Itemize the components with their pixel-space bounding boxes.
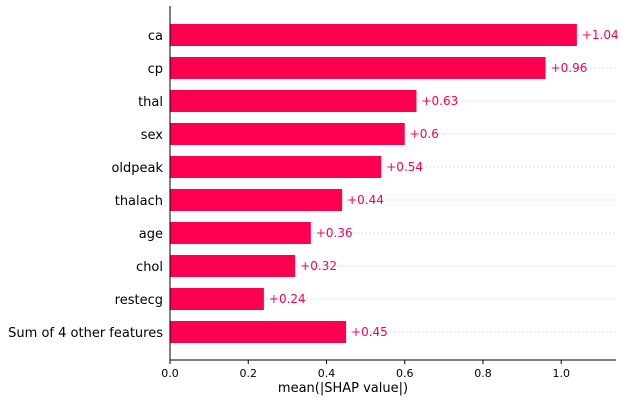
bar-thal [170,90,417,112]
category-label: Sum of 4 other features [8,326,163,341]
bar-ca [170,24,577,46]
bar-oldpeak [170,156,382,178]
category-label: restecg [115,293,163,308]
category-label: oldpeak [111,161,163,176]
value-label: +0.24 [269,292,306,306]
bar-chol [170,255,296,277]
category-label: thalach [115,194,163,209]
bar-age [170,222,311,244]
category-label: age [139,227,163,242]
x-tick-label: 1.0 [552,367,570,380]
x-tick-label: 0.8 [474,367,492,380]
category-label: ca [148,29,163,44]
value-label: +0.6 [410,127,439,141]
x-axis-title: mean(|SHAP value|) [278,381,408,396]
x-tick-label: 0.4 [318,367,336,380]
x-tick-label: 0.0 [161,367,179,380]
x-tick-label: 0.6 [396,367,414,380]
category-label: sex [141,128,164,143]
bar-restecg [170,288,264,310]
category-label: cp [148,62,163,77]
x-tick-label: 0.2 [239,367,257,380]
value-label: +0.96 [551,61,588,75]
value-label: +0.44 [347,193,384,207]
category-label: chol [136,260,163,275]
bar-sum-of-4-other-features [170,321,347,343]
label-layer: ca +1.04 cp +0.96 thal +0.63 sex +0.6 oldpeak +0.… [8,28,618,341]
bar-sex [170,123,405,145]
value-label: +0.36 [316,226,353,240]
value-label: +0.54 [386,160,423,174]
bar-layer [170,24,577,343]
value-label: +0.63 [421,94,458,108]
x-tick-layer: 0.0 0.2 0.4 0.6 0.8 1.0 [161,360,570,380]
bar-thalach [170,189,343,211]
grid-layer [170,34,616,333]
value-label: +0.45 [351,325,388,339]
value-label: +0.32 [300,259,337,273]
bar-cp [170,57,546,79]
category-label: thal [138,95,163,110]
value-label: +1.04 [582,28,619,42]
